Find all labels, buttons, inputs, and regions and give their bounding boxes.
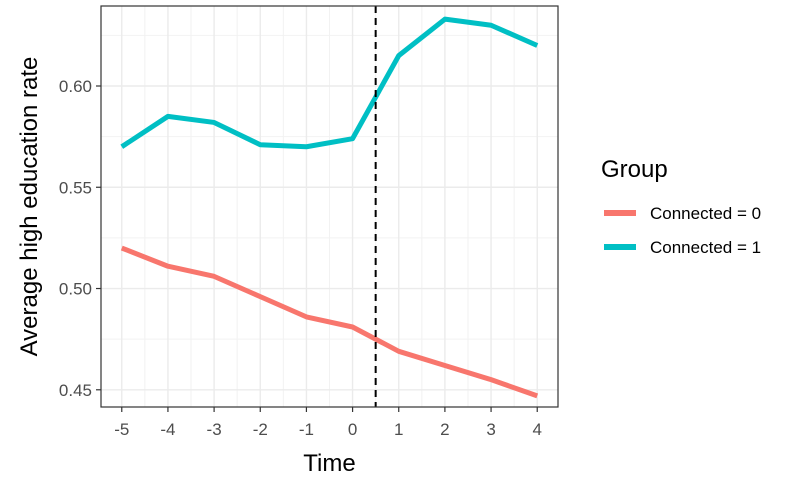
- panel-border: [100, 5, 559, 408]
- x-tick-label: 2: [440, 420, 449, 439]
- legend: Group Connected = 0 Connected = 1: [601, 156, 761, 257]
- y-axis-ticks: 0.45 0.50 0.55 0.60: [59, 77, 101, 400]
- x-tick-label: 3: [486, 420, 495, 439]
- legend-label: Connected = 1: [650, 238, 761, 257]
- y-tick-label: 0.45: [59, 381, 92, 400]
- major-gridlines: [101, 6, 558, 407]
- y-tick-label: 0.60: [59, 77, 92, 96]
- legend-label: Connected = 0: [650, 204, 761, 223]
- y-tick-label: 0.55: [59, 178, 92, 197]
- y-axis-title: Average high education rate: [16, 57, 43, 357]
- x-tick-label: 0: [348, 420, 357, 439]
- y-tick-label: 0.50: [59, 280, 92, 299]
- x-axis-title: Time: [303, 450, 355, 477]
- x-tick-label: -4: [160, 420, 175, 439]
- x-tick-label: -3: [207, 420, 222, 439]
- legend-title: Group: [601, 156, 668, 183]
- x-tick-label: -2: [253, 420, 268, 439]
- series-line-connected-1: [120, 16, 539, 150]
- series-line-connected-0: [120, 245, 539, 399]
- x-tick-label: 1: [394, 420, 403, 439]
- minor-gridlines: [101, 6, 558, 407]
- series-layer: [120, 16, 539, 399]
- legend-items: Connected = 0 Connected = 1: [604, 204, 761, 257]
- x-tick-label: -5: [114, 420, 129, 439]
- x-tick-label: -1: [299, 420, 314, 439]
- x-tick-label: 4: [532, 420, 541, 439]
- x-axis-ticks: -5 -4 -3 -2 -1 0 1 2 3 4: [114, 407, 542, 439]
